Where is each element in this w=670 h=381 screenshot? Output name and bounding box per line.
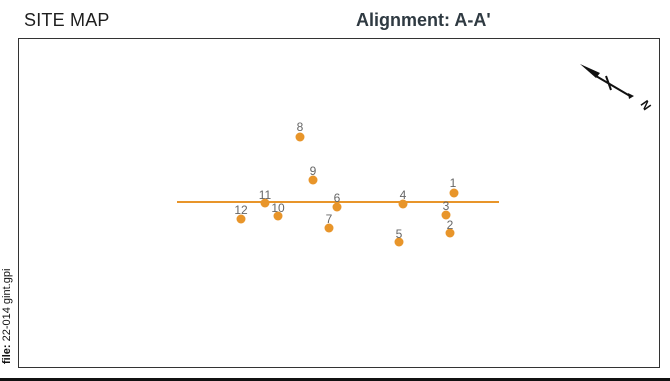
boring-point-marker-12 bbox=[236, 214, 246, 224]
boring-point-marker-5 bbox=[394, 237, 404, 247]
boring-point-label-6: 6 bbox=[334, 191, 341, 205]
bottom-rule bbox=[0, 378, 670, 381]
boring-point-label-1: 1 bbox=[450, 176, 457, 190]
boring-point-label-2: 2 bbox=[447, 218, 454, 232]
boring-point-marker-8 bbox=[295, 132, 305, 142]
map-title: SITE MAP bbox=[24, 10, 110, 30]
boring-point-label-9: 9 bbox=[310, 164, 317, 178]
boring-point-label-4: 4 bbox=[400, 188, 407, 202]
alignment-label: Alignment: A-A' bbox=[356, 10, 491, 30]
boring-point-label-11: 11 bbox=[259, 188, 272, 202]
map-frame bbox=[18, 38, 660, 368]
boring-point-label-10: 10 bbox=[271, 201, 285, 215]
boring-point-marker-9 bbox=[308, 175, 318, 185]
boring-point-label-5: 5 bbox=[396, 227, 403, 241]
north-label: N bbox=[638, 98, 654, 113]
boring-point-marker-1 bbox=[449, 188, 459, 198]
boring-point-marker-7 bbox=[324, 223, 334, 233]
boring-point-label-3: 3 bbox=[443, 199, 450, 213]
boring-point-marker-3 bbox=[441, 210, 451, 220]
boring-point-label-8: 8 bbox=[297, 120, 304, 134]
boring-point-label-7: 7 bbox=[326, 212, 333, 226]
boring-point-marker-11 bbox=[260, 198, 270, 208]
north-arrow-icon: N bbox=[580, 64, 654, 113]
boring-point-marker-6 bbox=[332, 202, 342, 212]
boring-point-marker-4 bbox=[398, 199, 408, 209]
boring-point-label-12: 12 bbox=[234, 203, 248, 217]
boring-point-marker-2 bbox=[445, 228, 455, 238]
boring-point-marker-10 bbox=[273, 211, 283, 221]
